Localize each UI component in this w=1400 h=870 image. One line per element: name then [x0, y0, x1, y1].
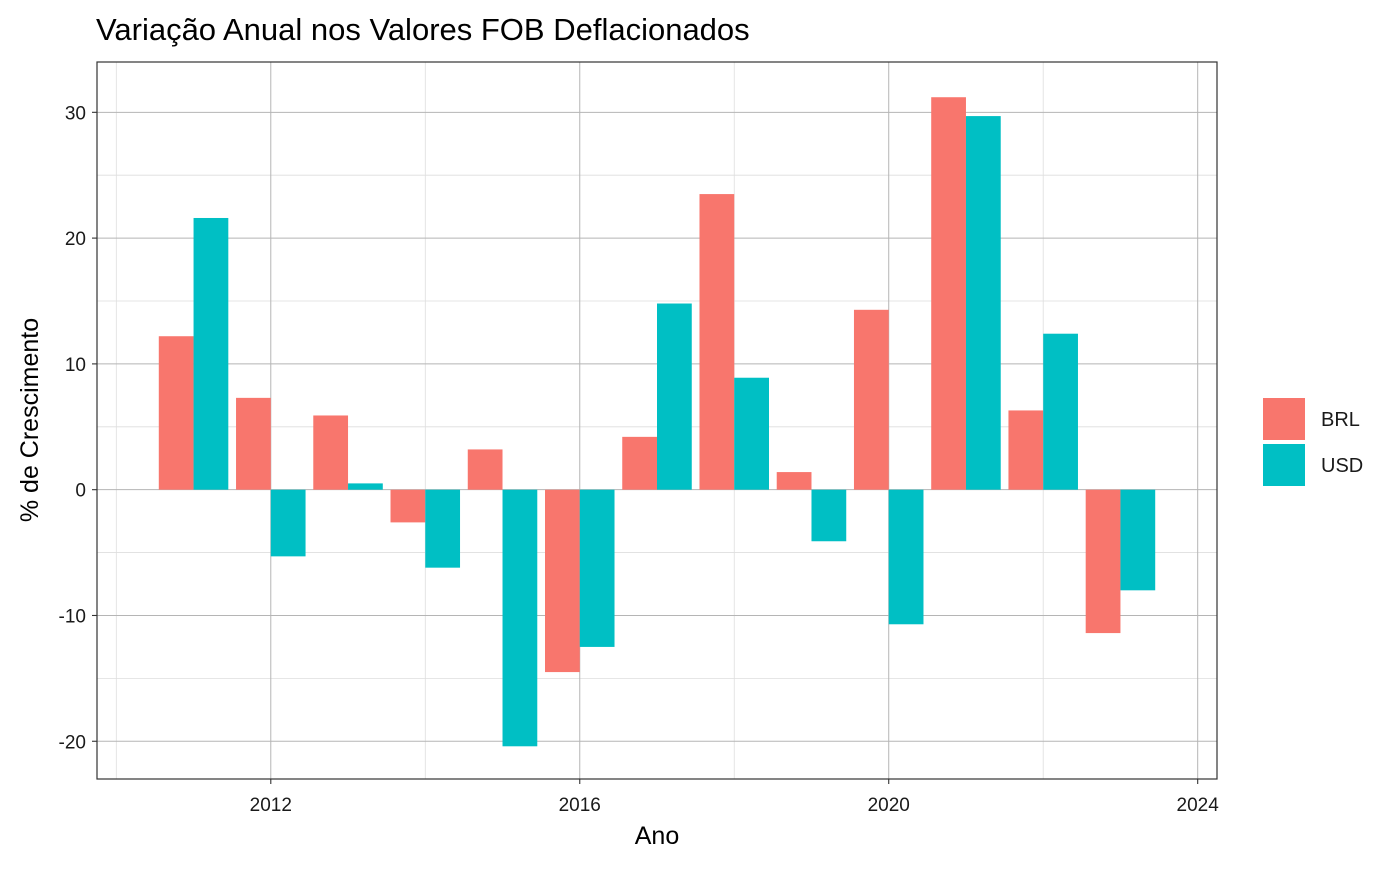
x-tick-label: 2020: [868, 795, 910, 816]
x-axis-title: Ano: [635, 822, 679, 850]
bar-brl-2018: [699, 194, 735, 490]
axes: 2012 2016 2020 2024 -20 -10 0 10 20 30: [59, 103, 1220, 816]
bar-brl-2016: [545, 489, 580, 673]
bar-brl-2012: [236, 397, 271, 490]
legend-label-brl: BRL: [1321, 409, 1360, 431]
x-tick-label: 2012: [250, 795, 292, 816]
y-tick-label: 30: [65, 103, 86, 124]
bar-usd-2017: [657, 303, 692, 490]
y-axis-title: % de Crescimento: [16, 318, 44, 522]
y-tick-label: 10: [65, 355, 86, 376]
x-tick-label: 2016: [559, 795, 601, 816]
bar-brl-2017: [622, 436, 657, 490]
bar-usd-2019: [811, 489, 847, 542]
legend-key-usd: [1263, 444, 1305, 486]
bar-usd-2013: [348, 483, 383, 490]
bar-brl-2023: [1085, 489, 1121, 634]
legend: BRL USD: [1263, 398, 1363, 486]
bar-usd-2023: [1120, 489, 1156, 591]
bar-usd-2020: [888, 489, 924, 625]
x-tick-label: 2024: [1177, 795, 1220, 816]
plot-panel-border: [96, 61, 1218, 780]
y-tick-label: -10: [59, 606, 86, 627]
legend-key-brl: [1263, 398, 1305, 440]
bar-usd-2012: [270, 489, 306, 557]
bar-usd-2016: [579, 489, 615, 647]
bar-brl-2014: [390, 489, 426, 523]
bar-brl-2011: [158, 336, 194, 490]
bar-brl-2020: [853, 309, 889, 490]
bar-usd-2022: [1043, 333, 1078, 490]
bar-brl-2021: [931, 97, 966, 490]
bar-usd-2021: [965, 116, 1001, 490]
legend-label-usd: USD: [1321, 455, 1363, 477]
y-tick-label: -20: [59, 732, 86, 753]
y-tick-label: 20: [65, 229, 86, 250]
y-tick-label: 0: [75, 481, 86, 502]
bar-brl-2013: [313, 415, 349, 490]
bar-usd-2011: [193, 217, 229, 490]
bar-usd-2015: [502, 489, 538, 747]
chart-title: Variação Anual nos Valores FOB Deflacion…: [96, 12, 750, 47]
bar-brl-2019: [776, 472, 812, 490]
bar-brl-2015: [467, 449, 503, 490]
bar-usd-2018: [734, 377, 769, 490]
bars: [158, 97, 1156, 747]
bar-usd-2014: [425, 489, 461, 568]
bar-brl-2022: [1008, 410, 1044, 490]
